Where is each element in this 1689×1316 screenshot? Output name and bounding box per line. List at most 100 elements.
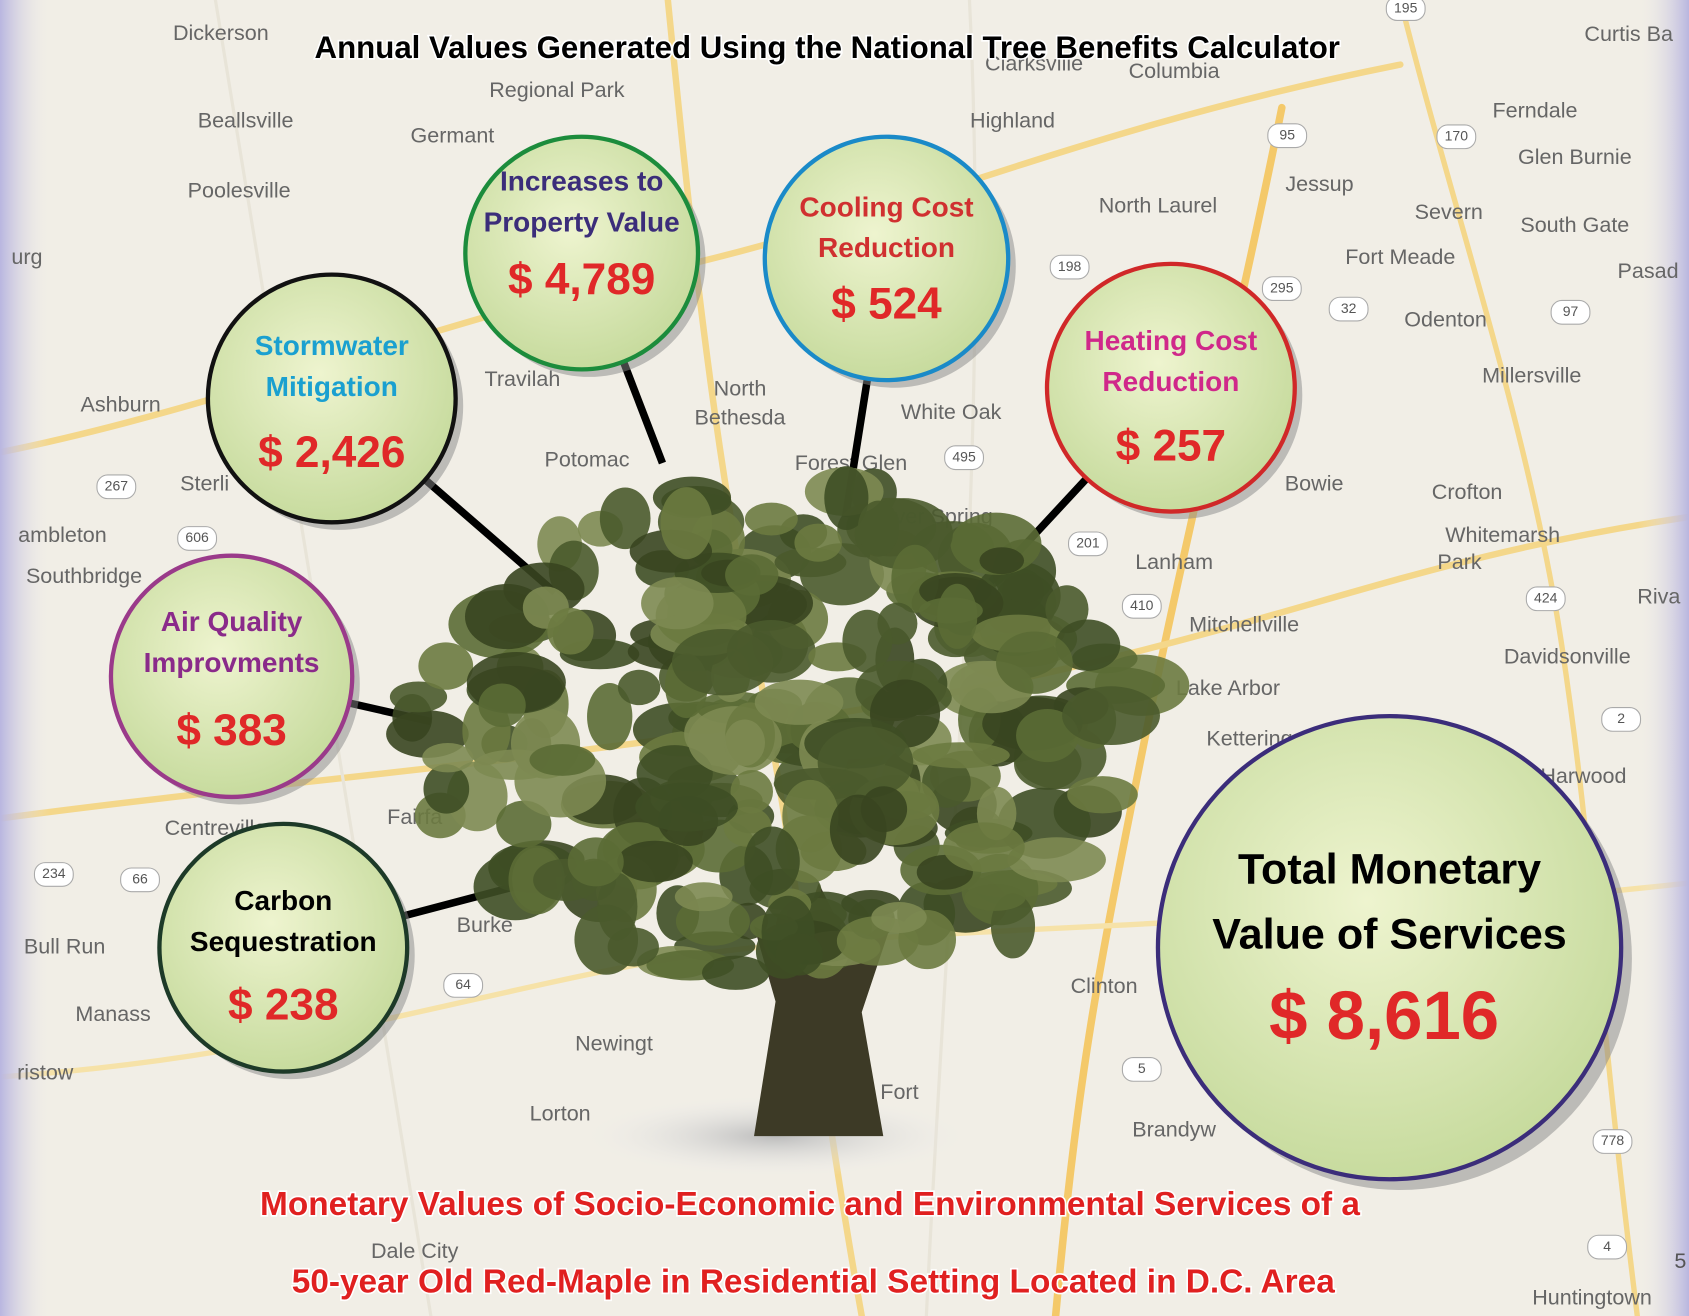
slide-number: 5 <box>1674 1249 1686 1273</box>
bubble-label: Heating Cost <box>1085 325 1258 356</box>
bubble-label: Mitigation <box>266 371 398 402</box>
page: { "title": "Annual Values Generated Usin… <box>0 0 1689 1316</box>
route-shield-label: 424 <box>1534 589 1558 605</box>
route-shield-label: 4 <box>1603 1238 1611 1254</box>
map-label: Riva <box>1637 584 1680 608</box>
bubble-label: Stormwater <box>255 330 409 361</box>
tree-leaf-cluster <box>617 841 693 883</box>
map-label: Ferndale <box>1492 99 1577 123</box>
route-shield-label: 267 <box>105 477 129 493</box>
bubble-label: Property Value <box>484 206 680 237</box>
map-label: North <box>714 377 767 401</box>
route-shield-label: 95 <box>1279 126 1295 142</box>
map-label: Lanham <box>1135 550 1213 574</box>
tree-leaf-cluster <box>725 554 778 596</box>
tree-leaf-cluster <box>641 577 714 629</box>
tree-leaf-cluster <box>1062 686 1160 745</box>
tree-leaf-cluster <box>794 524 841 562</box>
tree-leaf-cluster <box>660 487 712 559</box>
map-label: Beallsville <box>198 108 294 132</box>
map-label: Millersville <box>1482 364 1581 388</box>
map-label: Germant <box>411 123 495 147</box>
bubble-value: $ 257 <box>1116 422 1226 471</box>
bubble-label: Reduction <box>1102 366 1239 397</box>
total-value: $ 8,616 <box>1269 977 1499 1054</box>
tree-leaf-cluster <box>745 503 798 536</box>
map-label: Travilah <box>485 367 561 391</box>
route-shield-label: 97 <box>1563 303 1579 319</box>
tree-leaf-cluster <box>675 882 733 911</box>
footer-line: 50-year Old Red-Maple in Residential Set… <box>292 1264 1335 1301</box>
map-label: North Laurel <box>1099 193 1218 217</box>
map-label: Southbridge <box>26 564 142 588</box>
map-label: Fort Meade <box>1345 245 1455 269</box>
tree-leaf-cluster <box>996 631 1073 693</box>
bubble-value: $ 238 <box>228 981 338 1030</box>
bubble-label: Cooling Cost <box>799 191 973 222</box>
map-label: Fort <box>880 1080 918 1104</box>
bubble-label: Increases to <box>500 165 663 196</box>
bubble-label: Air Quality <box>161 606 303 637</box>
map-label: Brandyw <box>1132 1117 1216 1141</box>
bubble-label: Sequestration <box>190 926 377 957</box>
bubble-value: $ 2,426 <box>258 428 405 477</box>
total-label: Total Monetary <box>1238 846 1541 894</box>
tree-leaf-cluster <box>919 597 983 623</box>
tree-leaf-cluster <box>547 608 593 655</box>
route-shield-label: 410 <box>1130 597 1154 613</box>
bubble-value: $ 524 <box>831 280 942 329</box>
slide: DickersonBeallsvillePoolesvilleGermantRe… <box>0 0 1689 1316</box>
tree-leaf-cluster <box>818 726 914 798</box>
route-shield-label: 64 <box>455 976 471 992</box>
route-shield-label: 195 <box>1394 0 1418 15</box>
map-label: Odenton <box>1404 308 1487 332</box>
map-label: Highland <box>970 108 1055 132</box>
map-label: Sterli <box>180 471 229 495</box>
tree-leaf-cluster <box>702 956 769 990</box>
route-shield-label: 198 <box>1058 258 1082 274</box>
map-label: Potomac <box>545 448 630 472</box>
map-label: Manass <box>75 1002 150 1026</box>
map-label: Dale City <box>371 1239 459 1263</box>
map-label: Lorton <box>530 1101 591 1125</box>
map-label: Park <box>1437 550 1482 574</box>
route-shield-label: 201 <box>1076 535 1100 551</box>
map-label: Bull Run <box>24 934 105 958</box>
tree-leaf-cluster <box>871 902 927 933</box>
map-label: Davidsonville <box>1504 645 1631 669</box>
title: Annual Values Generated Using the Nation… <box>315 30 1340 65</box>
tree-leaf-cluster <box>418 642 473 689</box>
map-label: Jessup <box>1285 172 1353 196</box>
bubble-value: $ 4,789 <box>508 255 655 304</box>
tree-leaf-cluster <box>422 743 473 772</box>
map-label: Glen Burnie <box>1518 145 1632 169</box>
map-label: Crofton <box>1432 480 1503 504</box>
map-label: Severn <box>1415 200 1483 224</box>
route-shield-label: 778 <box>1601 1132 1625 1148</box>
tree-leaf-cluster <box>912 742 1010 768</box>
map-label: Bowie <box>1285 471 1344 495</box>
tree-leaf-cluster <box>858 501 899 557</box>
route-shield-label: 5 <box>1138 1060 1146 1076</box>
map-label: South Gate <box>1520 213 1629 237</box>
map-label: Huntingtown <box>1532 1285 1652 1309</box>
route-shield-label: 170 <box>1445 127 1469 143</box>
tree-leaf-cluster <box>776 933 823 975</box>
tree-leaf-cluster <box>979 547 1024 574</box>
map-label: Clinton <box>1071 974 1138 998</box>
bubble-value: $ 383 <box>176 706 286 755</box>
tree-leaf-cluster <box>635 782 738 831</box>
route-shield-label: 606 <box>185 529 209 545</box>
tree-leaf-cluster <box>724 720 765 766</box>
total-label: Value of Services <box>1212 910 1566 958</box>
tree-leaf-cluster <box>618 670 660 705</box>
map-label: Bethesda <box>695 406 786 430</box>
map-label: White Oak <box>901 400 1002 424</box>
map-label: Newingt <box>575 1031 653 1055</box>
bubble-label: Carbon <box>234 885 332 916</box>
tree-leaf-cluster <box>861 786 907 832</box>
map-label: Mitchellville <box>1189 612 1299 636</box>
route-shield-label: 2 <box>1617 710 1625 726</box>
tree-leaf-cluster <box>574 905 638 975</box>
tree-leaf-cluster <box>530 744 596 776</box>
